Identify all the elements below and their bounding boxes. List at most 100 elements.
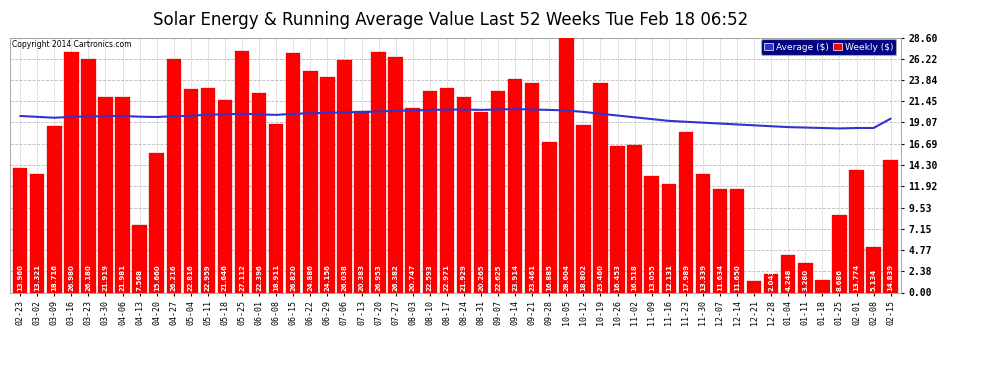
Bar xyxy=(47,126,61,292)
Bar xyxy=(286,53,301,292)
Text: 26.980: 26.980 xyxy=(68,264,74,291)
Text: 3.280: 3.280 xyxy=(802,269,808,291)
Text: 26.820: 26.820 xyxy=(290,264,296,291)
Bar xyxy=(371,52,386,292)
Bar xyxy=(235,51,249,292)
Text: 14.839: 14.839 xyxy=(888,264,894,291)
Bar xyxy=(746,282,761,292)
Text: 4.248: 4.248 xyxy=(785,269,791,291)
Bar xyxy=(269,124,283,292)
Text: 13.774: 13.774 xyxy=(853,264,859,291)
Text: 18.911: 18.911 xyxy=(273,264,279,291)
Text: 22.971: 22.971 xyxy=(444,264,449,291)
Text: 18.716: 18.716 xyxy=(51,264,57,291)
Text: 20.383: 20.383 xyxy=(358,264,364,291)
Text: 11.634: 11.634 xyxy=(717,264,723,291)
Text: 18.802: 18.802 xyxy=(580,264,586,291)
Text: 27.112: 27.112 xyxy=(239,264,246,291)
Bar xyxy=(883,160,898,292)
Text: 26.216: 26.216 xyxy=(170,264,177,291)
Bar xyxy=(98,97,113,292)
Text: 22.816: 22.816 xyxy=(188,264,194,291)
Bar xyxy=(338,60,351,292)
Bar xyxy=(201,88,215,292)
Bar xyxy=(628,145,642,292)
Text: 21.929: 21.929 xyxy=(461,264,467,291)
Bar xyxy=(798,263,813,292)
Text: 12.131: 12.131 xyxy=(665,264,672,291)
Bar xyxy=(13,168,28,292)
Text: 11.650: 11.650 xyxy=(734,264,741,291)
Bar xyxy=(166,59,181,292)
Bar xyxy=(525,83,540,292)
Bar xyxy=(730,189,744,292)
Bar xyxy=(593,83,608,292)
Bar xyxy=(149,153,164,292)
Text: 24.156: 24.156 xyxy=(325,264,331,291)
Text: 26.953: 26.953 xyxy=(375,264,381,291)
Bar xyxy=(661,184,676,292)
Text: 23.460: 23.460 xyxy=(598,264,604,291)
Bar xyxy=(764,274,778,292)
Bar xyxy=(866,247,881,292)
Text: 21.919: 21.919 xyxy=(103,264,109,291)
Text: 16.885: 16.885 xyxy=(546,264,552,291)
Text: 2.043: 2.043 xyxy=(768,269,774,291)
Bar xyxy=(696,174,710,292)
Text: Solar Energy & Running Average Value Last 52 Weeks Tue Feb 18 06:52: Solar Energy & Running Average Value Las… xyxy=(152,11,748,29)
Text: Copyright 2014 Cartronics.com: Copyright 2014 Cartronics.com xyxy=(12,40,132,49)
Bar xyxy=(678,132,693,292)
Bar xyxy=(354,111,368,292)
Text: 5.134: 5.134 xyxy=(870,269,876,291)
Bar xyxy=(559,38,573,292)
Text: 22.959: 22.959 xyxy=(205,264,211,291)
Text: 21.646: 21.646 xyxy=(222,264,228,291)
Bar xyxy=(115,96,130,292)
Text: 24.886: 24.886 xyxy=(307,264,313,291)
Text: 13.321: 13.321 xyxy=(35,264,41,291)
Text: 26.382: 26.382 xyxy=(393,264,399,291)
Bar xyxy=(30,174,45,292)
Bar xyxy=(713,189,728,292)
Text: 22.593: 22.593 xyxy=(427,264,433,291)
Text: 13.055: 13.055 xyxy=(648,264,654,291)
Bar xyxy=(543,142,556,292)
Text: 15.660: 15.660 xyxy=(153,264,159,291)
Bar xyxy=(474,112,488,292)
Bar xyxy=(320,77,335,292)
Bar xyxy=(576,125,591,292)
Text: 23.461: 23.461 xyxy=(530,264,536,291)
Bar xyxy=(388,57,403,292)
Bar xyxy=(81,59,96,292)
Bar xyxy=(491,91,505,292)
Text: 26.180: 26.180 xyxy=(85,264,91,291)
Text: 28.604: 28.604 xyxy=(563,264,569,291)
Text: 22.396: 22.396 xyxy=(256,264,262,291)
Bar xyxy=(133,225,147,292)
Bar xyxy=(423,91,437,292)
Text: 20.265: 20.265 xyxy=(478,264,484,291)
Bar xyxy=(406,108,420,292)
Bar xyxy=(183,89,198,292)
Text: 16.453: 16.453 xyxy=(615,264,621,291)
Bar xyxy=(440,88,454,292)
Bar xyxy=(610,146,625,292)
Legend: Average ($), Weekly ($): Average ($), Weekly ($) xyxy=(760,39,896,55)
Bar xyxy=(833,215,846,292)
Text: 13.339: 13.339 xyxy=(700,264,706,291)
Bar xyxy=(644,176,659,292)
Bar xyxy=(218,99,233,292)
Bar xyxy=(64,52,78,292)
Text: 21.981: 21.981 xyxy=(120,264,126,291)
Text: 20.747: 20.747 xyxy=(410,264,416,291)
Bar xyxy=(781,255,796,292)
Bar xyxy=(303,70,318,292)
Bar xyxy=(849,170,863,292)
Text: 16.518: 16.518 xyxy=(632,264,638,291)
Text: 17.989: 17.989 xyxy=(683,264,689,291)
Text: 13.960: 13.960 xyxy=(17,264,23,291)
Text: 22.625: 22.625 xyxy=(495,265,501,291)
Text: 8.686: 8.686 xyxy=(837,269,842,291)
Text: 23.914: 23.914 xyxy=(512,264,518,291)
Bar xyxy=(251,93,266,292)
